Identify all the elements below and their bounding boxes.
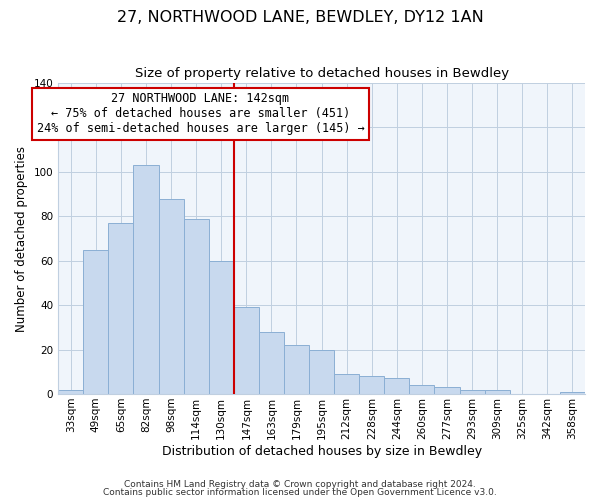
Bar <box>385 378 409 394</box>
Bar <box>58 390 83 394</box>
Text: 27 NORTHWOOD LANE: 142sqm
← 75% of detached houses are smaller (451)
24% of semi: 27 NORTHWOOD LANE: 142sqm ← 75% of detac… <box>37 92 364 136</box>
Bar <box>409 385 434 394</box>
Bar <box>259 332 284 394</box>
Bar <box>209 261 234 394</box>
Text: Contains public sector information licensed under the Open Government Licence v3: Contains public sector information licen… <box>103 488 497 497</box>
Bar <box>560 392 585 394</box>
Bar <box>359 376 385 394</box>
Bar <box>309 350 334 394</box>
Bar <box>83 250 109 394</box>
Bar <box>334 374 359 394</box>
Text: 27, NORTHWOOD LANE, BEWDLEY, DY12 1AN: 27, NORTHWOOD LANE, BEWDLEY, DY12 1AN <box>116 10 484 25</box>
Bar <box>460 390 485 394</box>
Title: Size of property relative to detached houses in Bewdley: Size of property relative to detached ho… <box>134 68 509 80</box>
Text: Contains HM Land Registry data © Crown copyright and database right 2024.: Contains HM Land Registry data © Crown c… <box>124 480 476 489</box>
Bar <box>234 308 259 394</box>
Bar <box>184 218 209 394</box>
Bar <box>434 388 460 394</box>
X-axis label: Distribution of detached houses by size in Bewdley: Distribution of detached houses by size … <box>161 444 482 458</box>
Bar <box>109 223 133 394</box>
Y-axis label: Number of detached properties: Number of detached properties <box>15 146 28 332</box>
Bar <box>485 390 510 394</box>
Bar <box>284 345 309 394</box>
Bar <box>133 165 158 394</box>
Bar <box>158 198 184 394</box>
